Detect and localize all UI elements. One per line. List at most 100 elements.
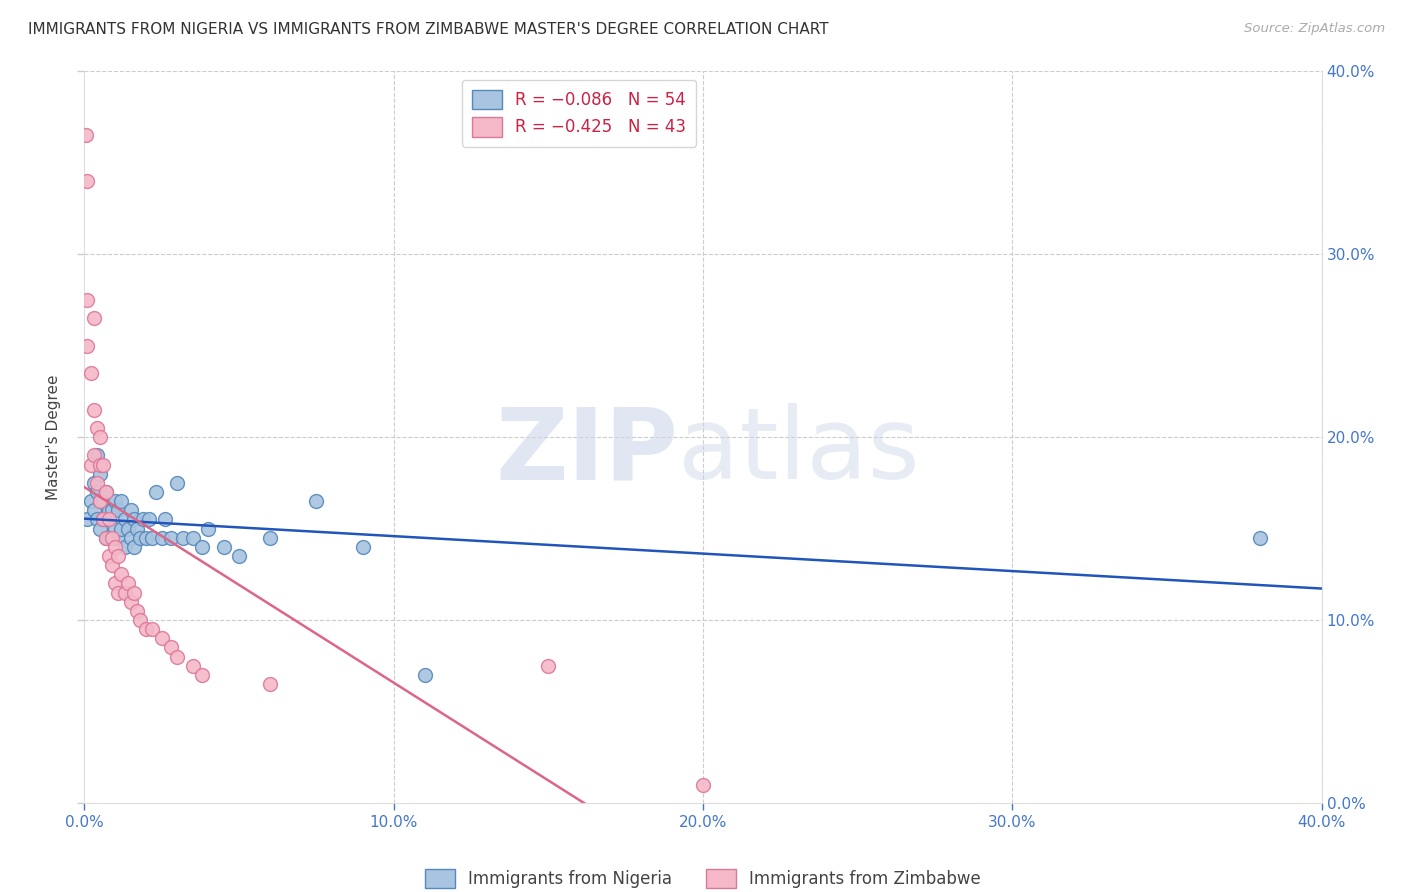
Point [191,540,214,554]
Point [91,494,114,508]
Text: ZIP: ZIP [495,403,678,500]
Text: atlas: atlas [678,403,920,500]
Point [94,531,117,545]
Point [166,475,188,490]
Point [91,512,114,526]
Point [150,531,173,545]
Point [138,512,160,526]
Point [79,494,101,508]
Point [141,622,163,636]
Point [83,503,105,517]
Point [172,531,194,545]
Point [104,521,127,535]
Point [141,531,163,545]
Point [120,594,142,608]
Point [107,503,129,517]
Point [181,531,204,545]
Point [114,512,136,526]
Point [110,521,132,535]
Point [89,430,111,444]
Point [129,531,152,545]
Point [89,494,111,508]
Point [160,640,183,655]
Y-axis label: Master's Degree: Master's Degree [46,375,62,500]
Point [98,549,121,563]
Point [86,449,108,463]
Point [110,494,132,508]
Point [89,494,111,508]
Point [413,667,436,681]
Point [94,512,117,526]
Point [122,540,145,554]
Point [83,311,105,326]
Point [79,458,101,472]
Point [107,585,129,599]
Point [83,449,105,463]
Point [86,512,108,526]
Point [76,174,98,188]
Point [191,667,214,681]
Point [166,649,188,664]
Point [150,632,173,646]
Point [83,402,105,417]
Point [76,293,98,307]
Point [197,521,219,535]
Point [114,585,136,599]
Point [86,421,108,435]
Point [259,677,281,691]
Point [110,567,132,582]
Point [94,485,117,500]
Point [91,458,114,472]
Point [135,622,157,636]
Point [259,531,281,545]
Legend: Immigrants from Nigeria, Immigrants from Zimbabwe: Immigrants from Nigeria, Immigrants from… [419,863,987,892]
Point [104,494,127,508]
Point [122,512,145,526]
Point [129,613,152,627]
Point [94,485,117,500]
Point [89,458,111,472]
Point [98,531,121,545]
Point [125,521,148,535]
Point [114,540,136,554]
Point [107,531,129,545]
Point [122,585,145,599]
Point [153,512,176,526]
Point [83,475,105,490]
Point [98,503,121,517]
Point [1249,531,1271,545]
Point [79,366,101,380]
Point [228,549,250,563]
Point [120,503,142,517]
Point [352,540,374,554]
Point [212,540,235,554]
Point [120,531,142,545]
Point [104,576,127,591]
Point [76,338,98,352]
Point [104,540,127,554]
Point [145,485,167,500]
Point [125,604,148,618]
Point [86,475,108,490]
Point [89,521,111,535]
Point [537,658,560,673]
Point [101,531,124,545]
Text: Source: ZipAtlas.com: Source: ZipAtlas.com [1244,22,1385,36]
Point [75,128,97,143]
Point [305,494,328,508]
Point [94,531,117,545]
Point [101,558,124,573]
Point [101,503,124,517]
Point [160,531,183,545]
Point [132,512,155,526]
Point [98,512,121,526]
Point [86,485,108,500]
Point [117,576,139,591]
Point [76,512,98,526]
Point [181,658,204,673]
Point [101,531,124,545]
Point [692,777,714,792]
Point [107,549,129,563]
Point [89,467,111,481]
Point [117,521,139,535]
